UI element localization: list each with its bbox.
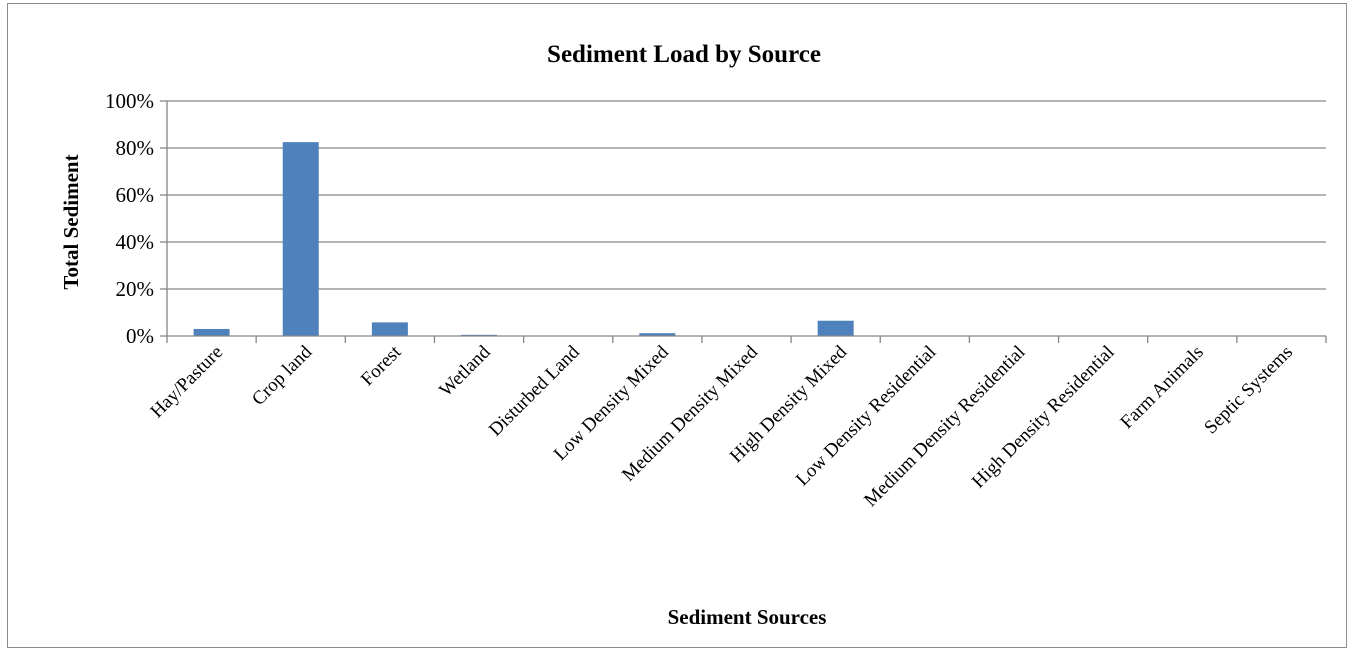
chart-title: Sediment Load by Source	[547, 41, 821, 68]
bar	[193, 328, 230, 336]
x-tick-label: Crop land	[248, 341, 317, 410]
x-tick-label: Forest	[357, 341, 406, 390]
y-tick-labels: 0% 20% 40% 60% 80% 100%	[105, 89, 154, 348]
y-axis-title: Total Sediment	[59, 154, 83, 289]
y-tick-label: 0%	[126, 324, 154, 348]
x-tick-label: Farm Animals	[1116, 342, 1207, 433]
y-tick-label: 20%	[116, 277, 155, 301]
x-axis-title: Sediment Sources	[668, 605, 827, 629]
y-tick-label: 40%	[116, 230, 155, 254]
bars	[193, 142, 854, 336]
x-tick-labels: Hay/Pasture Crop land Forest WetlandDisturb…	[147, 341, 1297, 511]
y-tick-label: 80%	[116, 136, 155, 160]
axes	[166, 101, 1327, 343]
chart-svg: Sediment Load by Source 0% 20% 40% 60% 80% 10…	[59, 41, 1327, 629]
gridlines	[160, 100, 1326, 337]
bar	[639, 333, 676, 336]
chart-frame: Sediment Load by Source 0% 20% 40% 60% 80% 10…	[7, 3, 1347, 648]
x-tick-label: Hay/Pasture	[147, 342, 228, 423]
bar	[371, 322, 408, 336]
x-tick-label: Wetland	[435, 341, 495, 401]
y-tick-label: 60%	[116, 183, 155, 207]
x-tick-label: High Density Residential	[968, 342, 1119, 493]
bar	[282, 142, 319, 336]
x-tick-label: Medium Density Residential	[860, 342, 1029, 511]
bar	[817, 320, 854, 336]
x-tick-label: Septic Systems	[1200, 342, 1297, 439]
y-tick-label: 100%	[105, 89, 154, 113]
x-tick-label: Disturbed Land	[485, 341, 584, 440]
